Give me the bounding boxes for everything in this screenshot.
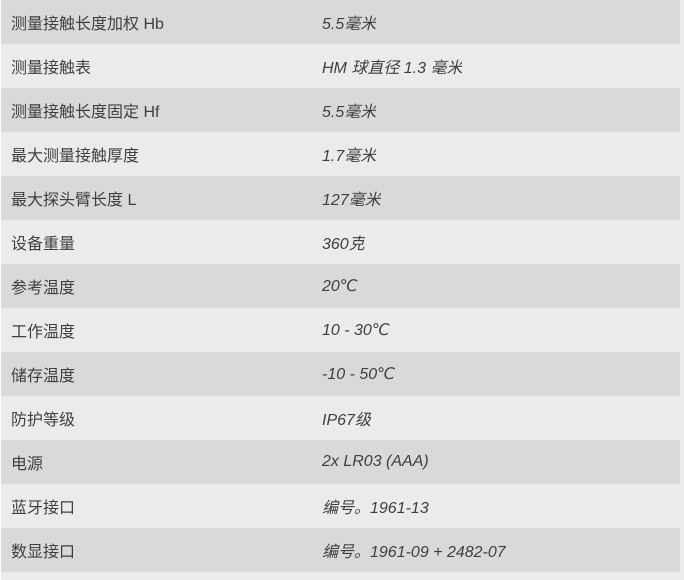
spec-row: 最大探头臂长度 L 127毫米 — [1, 176, 680, 220]
spec-row: 防护等级 IP67级 — [1, 396, 680, 440]
spec-value: 360克 — [322, 236, 365, 253]
spec-label: 蓝牙接口 — [11, 500, 76, 517]
spec-row: 数显接口 编号。1961-09 + 2482-07 — [1, 528, 680, 572]
spec-label: 测量接触长度加权 Hb — [11, 16, 164, 33]
spec-value: 编号。1961-13 — [322, 500, 429, 517]
spec-row: 电源 2x LR03 (AAA) — [1, 440, 680, 484]
spec-row: 工作温度 10 - 30℃ — [1, 308, 680, 352]
spec-row: 蓝牙接口 编号。1961-13 — [1, 484, 680, 528]
spec-label: 测量接触长度固定 Hf — [11, 104, 160, 121]
spec-label: 最大测量接触厚度 — [11, 148, 140, 165]
spec-label: 数显接口 — [11, 544, 76, 561]
spec-label: 防护等级 — [11, 412, 76, 429]
spec-value: 127毫米 — [322, 192, 381, 209]
spec-value: 1.7毫米 — [322, 148, 377, 165]
spec-row: 参考温度 20℃ — [1, 264, 680, 308]
spec-row: 储存温度 -10 - 50℃ — [1, 352, 680, 396]
spec-value: 编号。1961-09 + 2482-07 — [322, 544, 506, 561]
spec-label: 参考温度 — [11, 280, 76, 297]
spec-label: 电源 — [11, 456, 44, 473]
spec-value: 5.5毫米 — [322, 104, 377, 121]
spec-value: 2x LR03 (AAA) — [322, 453, 429, 470]
spec-label: 最大探头臂长度 L — [11, 192, 137, 209]
spec-row: 最大测量接触厚度 1.7毫米 — [1, 132, 680, 176]
spec-label: 储存温度 — [11, 368, 76, 385]
spec-label: 测量接触表 — [11, 60, 92, 77]
spec-value: 5.5毫米 — [322, 16, 377, 33]
spec-value: 10 - 30℃ — [322, 322, 390, 339]
spec-row: 设备重量 360克 — [1, 220, 680, 264]
spec-value: HM 球直径 1.3 毫米 — [322, 60, 463, 77]
spec-value: 20℃ — [322, 278, 358, 295]
spec-row: 测量接触长度加权 Hb 5.5毫米 — [1, 0, 680, 44]
spec-row: 测量接触长度固定 Hf 5.5毫米 — [1, 88, 680, 132]
spec-value: IP67级 — [322, 412, 371, 429]
spec-label: 设备重量 — [11, 236, 76, 253]
spec-label: 工作温度 — [11, 324, 76, 341]
spec-row: 测量接触表 HM 球直径 1.3 毫米 — [1, 44, 680, 88]
spec-value: -10 - 50℃ — [322, 366, 396, 383]
